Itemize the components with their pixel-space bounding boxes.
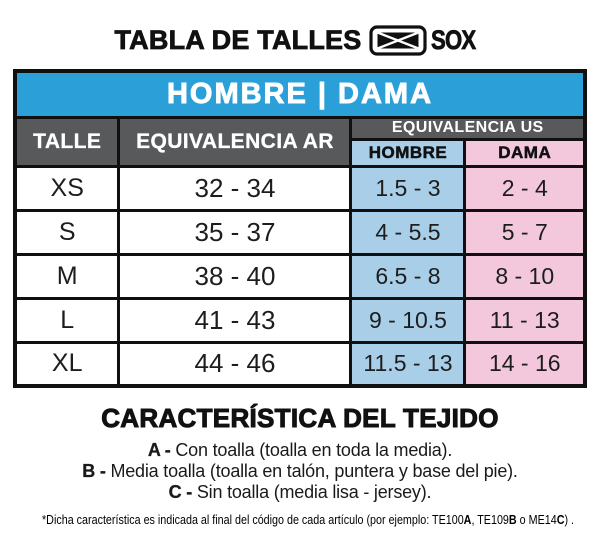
cell-talle: M xyxy=(13,252,121,300)
fabric-section: CARACTERÍSTICA DEL TEJIDO A - Con toalla… xyxy=(0,403,600,503)
cell-talle: XS xyxy=(13,164,121,212)
footnote-text: , TE109 xyxy=(471,513,509,527)
table-row-s: S 35 - 37 4 - 5.5 5 - 7 xyxy=(13,208,587,256)
col-header-equivalencia-ar: EQUIVALENCIA AR xyxy=(117,115,353,168)
header-row: TALLE EQUIVALENCIA AR EQUIVALENCIA US xyxy=(13,115,587,168)
footnote-code-a: A xyxy=(463,513,472,527)
fabric-item-a-prefix: A - xyxy=(147,440,171,460)
cell-us-dama: 2 - 4 xyxy=(463,164,587,212)
banner-hombre-dama: HOMBRE | DAMA xyxy=(13,69,587,119)
page-title: TABLA DE TALLES xyxy=(114,24,362,55)
fabric-items: A - Con toalla (toalla en toda la media)… xyxy=(0,440,600,503)
cell-us-dama: 8 - 10 xyxy=(463,252,587,300)
table-row-xs: XS 32 - 34 1.5 - 3 2 - 4 xyxy=(13,164,587,212)
cell-equivalencia-ar: 35 - 37 xyxy=(117,208,353,256)
cell-us-hombre: 4 - 5.5 xyxy=(349,208,467,256)
cell-us-hombre: 6.5 - 8 xyxy=(349,252,467,300)
cell-us-dama: 5 - 7 xyxy=(463,208,587,256)
brand-logo: SOX xyxy=(369,24,485,56)
col-header-talle: TALLE xyxy=(13,115,121,168)
cell-talle: XL xyxy=(13,340,121,388)
cell-us-hombre: 1.5 - 3 xyxy=(349,164,467,212)
subheader-row: HOMBRE DAMA xyxy=(15,137,587,168)
footnote-code-b: B xyxy=(508,513,517,527)
table-row-m: M 38 - 40 6.5 - 8 8 - 10 xyxy=(13,252,587,300)
fabric-item-a-text: Con toalla (toalla en toda la media). xyxy=(170,440,453,460)
cell-talle: L xyxy=(13,296,121,344)
footnote-text: ) . xyxy=(564,513,575,527)
title-row: TABLA DE TALLES SOX xyxy=(0,0,600,58)
sox-envelope-logo-icon xyxy=(369,24,428,56)
cell-equivalencia-ar: 38 - 40 xyxy=(117,252,353,300)
cell-us-dama: 11 - 13 xyxy=(463,296,587,344)
cell-us-hombre: 9 - 10.5 xyxy=(349,296,467,344)
table-row-l: L 41 - 43 9 - 10.5 11 - 13 xyxy=(13,296,587,344)
cell-us-hombre: 11.5 - 13 xyxy=(349,340,467,388)
fabric-item-c: C - Sin toalla (media lisa - jersey). xyxy=(0,482,600,503)
subheader-dama: DAMA xyxy=(463,137,587,168)
cell-equivalencia-ar: 32 - 34 xyxy=(117,164,353,212)
table-row-xl: XL 44 - 46 11.5 - 13 14 - 16 xyxy=(13,340,587,388)
footnote: *Dicha característica es indicada al fin… xyxy=(42,513,574,527)
fabric-heading: CARACTERÍSTICA DEL TEJIDO xyxy=(101,403,499,434)
footnote-text: *Dicha característica es indicada al fin… xyxy=(42,513,464,527)
cell-talle: S xyxy=(13,208,121,256)
fabric-item-b-text: Media toalla (toalla en talón, puntera y… xyxy=(105,461,518,481)
cell-equivalencia-ar: 44 - 46 xyxy=(117,340,353,388)
fabric-item-b: B - Media toalla (toalla en talón, punte… xyxy=(0,461,600,482)
cell-equivalencia-ar: 41 - 43 xyxy=(117,296,353,344)
banner-row: HOMBRE | DAMA xyxy=(13,69,587,119)
footnote-text: o ME14 xyxy=(516,513,557,527)
fabric-item-c-prefix: C - xyxy=(168,482,193,502)
subheader-hombre: HOMBRE xyxy=(349,137,467,168)
col-header-equivalencia-us: EQUIVALENCIA US xyxy=(349,115,587,141)
brand-name: SOX xyxy=(431,24,477,55)
fabric-item-a: A - Con toalla (toalla en toda la media)… xyxy=(0,440,600,461)
footnote-code-c: C xyxy=(556,513,565,527)
size-table: HOMBRE | DAMA TALLE EQUIVALENCIA AR EQUI… xyxy=(12,69,588,388)
fabric-item-c-text: Sin toalla (media lisa - jersey). xyxy=(192,482,432,502)
cell-us-dama: 14 - 16 xyxy=(463,340,587,388)
fabric-item-b-prefix: B - xyxy=(82,461,106,481)
